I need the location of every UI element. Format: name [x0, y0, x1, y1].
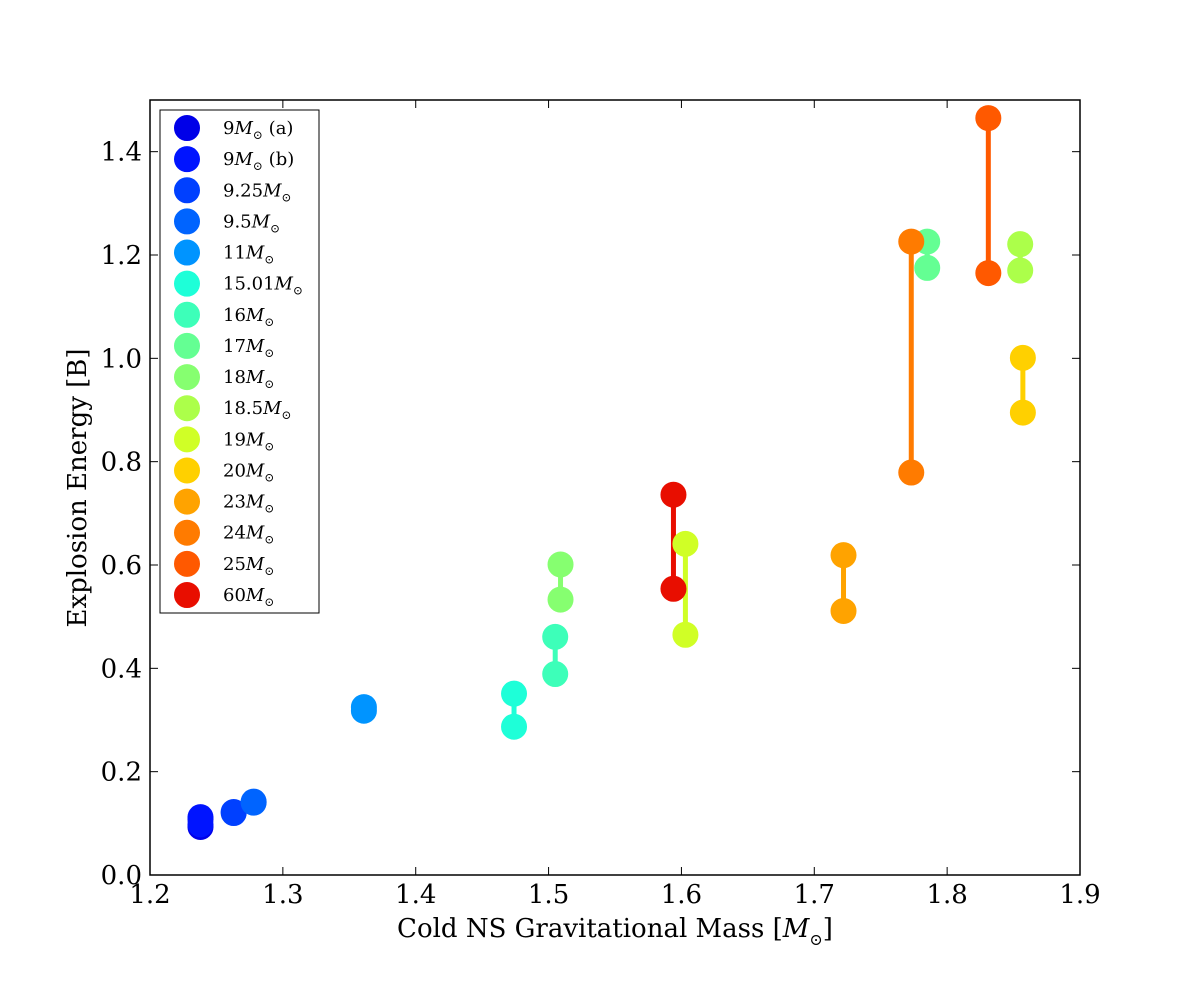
- data-point: [1007, 257, 1034, 284]
- legend-marker: [174, 488, 200, 515]
- data-point: [830, 542, 857, 569]
- y-axis-title: Explosion Energy [B]: [63, 348, 93, 627]
- legend-label: 23M⊙: [223, 492, 274, 516]
- data-point: [898, 228, 925, 255]
- data-point: [1007, 231, 1034, 258]
- x-tick-label: 1.4: [395, 880, 436, 910]
- legend-marker: [174, 519, 200, 546]
- plot-area: [187, 105, 1036, 840]
- data-point: [240, 789, 267, 816]
- legend-marker: [174, 115, 200, 141]
- legend-label: 9M⊙ (b): [223, 149, 294, 173]
- legend-marker: [174, 177, 200, 204]
- legend-label: 17M⊙: [223, 336, 274, 360]
- x-axis-title: Cold NS Gravitational Mass [M⊙]: [397, 914, 833, 949]
- legend-marker: [174, 364, 200, 391]
- data-point: [1009, 399, 1036, 426]
- y-tick-label: 1.4: [101, 138, 142, 168]
- data-point: [1009, 344, 1036, 371]
- legend-label: 15.01M⊙: [223, 274, 303, 298]
- legend-label: 9.25M⊙: [223, 180, 292, 204]
- legend-marker: [174, 457, 200, 484]
- data-point: [542, 661, 569, 688]
- data-point: [350, 697, 377, 724]
- legend-label: 24M⊙: [223, 523, 274, 547]
- data-point: [660, 481, 687, 508]
- legend-label: 18.5M⊙: [223, 398, 292, 422]
- data-point: [547, 551, 574, 578]
- legend-marker: [174, 395, 200, 422]
- legend-label: 16M⊙: [223, 305, 274, 329]
- data-point: [975, 260, 1002, 287]
- data-point: [672, 530, 699, 557]
- data-point: [501, 680, 528, 707]
- data-point: [547, 586, 574, 613]
- legend-marker: [174, 582, 200, 608]
- x-tick-label: 1.8: [926, 880, 967, 910]
- axis-ticks: 1.2 1.3 1.4 1.5 1.6 1.7 1.8 1.9 0.0 0.2 0.4 0.6 0.8 1…: [101, 100, 1101, 910]
- legend-marker: [174, 426, 200, 453]
- legend: 9M⊙ (a) 9M⊙ (b) 9.25M⊙ 9.5M⊙ 11M⊙ 15.01M⊙ 16M⊙…: [159, 109, 320, 614]
- data-point: [975, 105, 1002, 132]
- legend-marker: [174, 270, 200, 297]
- data-point: [187, 811, 214, 838]
- legend-label: 25M⊙: [223, 554, 274, 578]
- x-tick-label: 1.6: [661, 880, 702, 910]
- axes-frame: [149, 99, 1081, 876]
- legend-marker: [174, 301, 200, 328]
- x-tick-label: 1.5: [528, 880, 569, 910]
- data-point: [898, 459, 925, 486]
- legend-marker: [174, 550, 200, 577]
- legend-label: 18M⊙: [223, 367, 274, 391]
- y-tick-label: 0.8: [101, 448, 142, 478]
- legend-marker: [174, 239, 200, 266]
- legend-label: 20M⊙: [223, 460, 274, 484]
- x-tick-label: 1.2: [129, 880, 170, 910]
- data-point: [542, 623, 569, 650]
- y-tick-label: 0.4: [101, 654, 142, 684]
- data-point: [830, 597, 857, 624]
- y-tick-label: 1.2: [101, 241, 142, 271]
- legend-label: 9.5M⊙: [223, 211, 280, 235]
- x-tick-label: 1.7: [794, 880, 835, 910]
- y-tick-label: 0.6: [101, 551, 142, 581]
- data-point: [914, 254, 941, 281]
- legend-marker: [174, 208, 200, 235]
- data-point: [672, 621, 699, 648]
- y-tick-label: 0.0: [101, 861, 142, 891]
- legend-label: 19M⊙: [223, 429, 274, 453]
- y-tick-label: 1.0: [101, 344, 142, 374]
- legend-label: 60M⊙: [223, 585, 274, 609]
- x-tick-label: 1.3: [262, 880, 303, 910]
- legend-marker: [174, 332, 200, 359]
- y-tick-label: 0.2: [101, 758, 142, 788]
- legend-marker: [174, 146, 200, 173]
- legend-label: 9M⊙ (a): [223, 118, 293, 142]
- legend-label: 11M⊙: [223, 243, 274, 267]
- x-tick-label: 1.9: [1059, 880, 1100, 910]
- data-point: [501, 713, 528, 740]
- data-point: [660, 575, 687, 602]
